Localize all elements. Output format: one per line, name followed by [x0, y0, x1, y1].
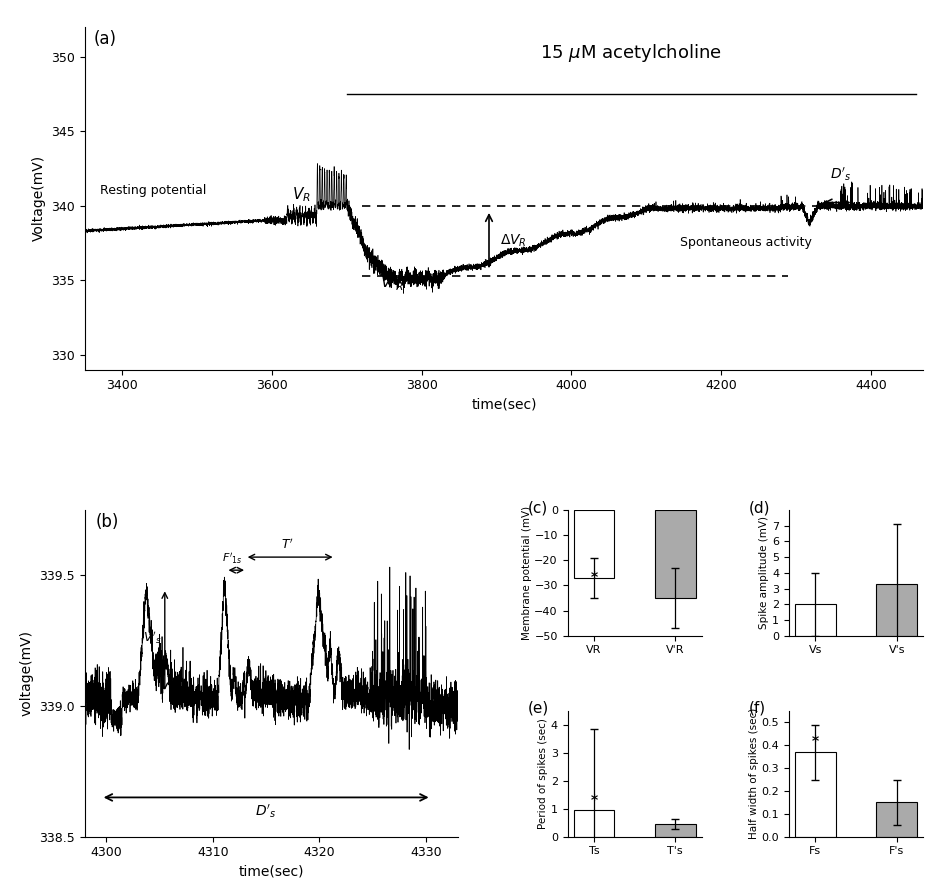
Text: *: *: [812, 733, 819, 748]
Y-axis label: Half width of spikes (sec): Half width of spikes (sec): [749, 708, 758, 839]
Bar: [795, 604, 836, 635]
Bar: [655, 824, 695, 837]
Y-axis label: Spike amplitude (mV): Spike amplitude (mV): [759, 516, 770, 629]
Bar: [795, 752, 836, 837]
Bar: [876, 584, 918, 635]
Text: (f): (f): [749, 701, 766, 716]
Text: (b): (b): [96, 514, 120, 531]
Text: (d): (d): [749, 500, 771, 515]
Text: *: *: [591, 793, 597, 806]
Y-axis label: voltage(mV): voltage(mV): [20, 630, 34, 716]
X-axis label: time(sec): time(sec): [238, 865, 304, 879]
Text: *: *: [591, 570, 597, 584]
Bar: [574, 510, 614, 578]
Y-axis label: Period of spikes (sec): Period of spikes (sec): [538, 718, 548, 829]
X-axis label: time(sec): time(sec): [471, 398, 537, 412]
Text: $D'_s$: $D'_s$: [830, 166, 852, 183]
Text: $D'_s$: $D'_s$: [255, 803, 277, 820]
Text: Spontaneous activity: Spontaneous activity: [680, 237, 812, 249]
Text: $V'_s$: $V'_s$: [143, 630, 162, 646]
Text: 15 $\mu$M acetylcholine: 15 $\mu$M acetylcholine: [541, 42, 723, 64]
Text: $\Delta V_R$: $\Delta V_R$: [500, 232, 528, 249]
Text: $V_R$: $V_R$: [292, 186, 311, 205]
Text: (a): (a): [93, 30, 116, 48]
Text: $T'$: $T'$: [281, 538, 294, 553]
Text: (e): (e): [528, 701, 548, 716]
Text: (c): (c): [528, 500, 547, 515]
Bar: [574, 810, 614, 837]
Text: $V'_R$: $V'_R$: [380, 274, 403, 293]
Bar: [655, 510, 695, 598]
Bar: [876, 803, 918, 837]
Text: $F'_{1s}$: $F'_{1s}$: [221, 552, 242, 566]
Y-axis label: Membrane potential (mV): Membrane potential (mV): [522, 506, 531, 640]
Y-axis label: Voltage(mV): Voltage(mV): [32, 155, 45, 241]
Text: Resting potential: Resting potential: [100, 183, 206, 197]
